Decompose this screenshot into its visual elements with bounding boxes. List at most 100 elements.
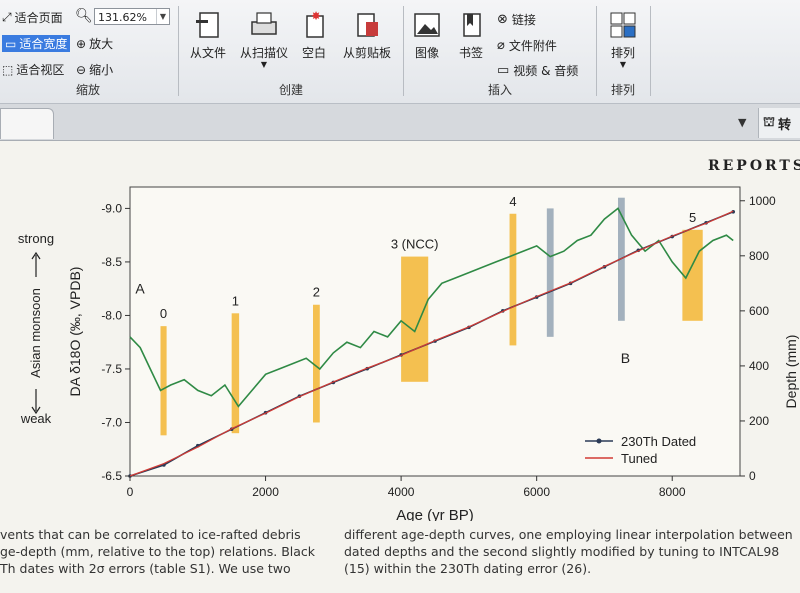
arrange-icon bbox=[610, 12, 636, 38]
caption-line: ge-depth (mm, relative to the top) relat… bbox=[0, 544, 316, 559]
y-left-tick-label: -6.5 bbox=[101, 469, 122, 483]
fit-width-icon: ▭ bbox=[5, 36, 17, 51]
panel-letter-label: A bbox=[135, 280, 145, 296]
file-attachment-button[interactable]: ⌀ 文件附件 bbox=[497, 38, 557, 53]
fit-width-button[interactable]: ▭ 适合宽度 bbox=[2, 35, 71, 52]
y-right-tick-label: 0 bbox=[749, 469, 756, 483]
caption-line: different age-depth curves, one employin… bbox=[344, 527, 793, 542]
x-tick-label: 2000 bbox=[252, 485, 279, 499]
y-right-tick-label: 600 bbox=[749, 304, 769, 318]
y-right-tick-label: 400 bbox=[749, 359, 769, 373]
ribbon-divider bbox=[403, 6, 404, 96]
monsoon-arrowhead-up bbox=[31, 251, 41, 260]
x-tick-label: 0 bbox=[127, 485, 134, 499]
tab-list-dropdown-icon[interactable]: ▼ bbox=[738, 116, 747, 129]
monsoon-figure: 0 2000 4000 6000 8000-6.5-7.0-7.5-8.0-8.5-9.… bbox=[18, 186, 799, 521]
y-right-tick-label: 1000 bbox=[749, 194, 776, 208]
ribbon-divider bbox=[596, 6, 597, 96]
legend-dated-marker bbox=[596, 438, 602, 444]
y-right-tick-label: 200 bbox=[749, 414, 769, 428]
arrange-button[interactable]: 排列 ▼ bbox=[600, 10, 646, 69]
legend-tuned-label: Tuned bbox=[621, 451, 657, 466]
y-right-tick-label: 800 bbox=[749, 249, 769, 263]
event-bar bbox=[401, 256, 429, 382]
y-left-axis-title: DA δ18O (‰, VPDB) bbox=[67, 267, 83, 397]
clipboard-icon bbox=[357, 13, 378, 37]
create-group: 从文件 从扫描仪 ▼ ✸ 空白 从剪贴板 创建 bbox=[180, 2, 402, 100]
event-label: 0 bbox=[160, 306, 167, 321]
bookmark-icon bbox=[463, 13, 481, 37]
chevron-down-icon[interactable]: ▼ bbox=[156, 9, 169, 24]
zoom-level-input[interactable]: 131.62% ▼ bbox=[94, 8, 170, 25]
monsoon-arrowhead-down bbox=[31, 406, 41, 415]
x-tick-label: 4000 bbox=[388, 485, 415, 499]
x-tick-label: 6000 bbox=[523, 485, 550, 499]
zoom-group: ⤢ 适合页面 ▭ 适合宽度 ⬚ 适合视区 🔍︎ 131.62% ▼ ⊕ 放大 ⊖… bbox=[0, 2, 176, 100]
bookmark-button[interactable]: 书签 bbox=[451, 10, 491, 61]
y-left-tick-label: -8.5 bbox=[101, 255, 122, 269]
series-line bbox=[129, 210, 734, 477]
zoom-in-button[interactable]: ⊕ 放大 bbox=[76, 36, 114, 52]
attachment-icon: ⌀ bbox=[497, 38, 505, 53]
fit-page-icon: ⤢ bbox=[2, 10, 12, 24]
from-scanner-button[interactable]: 从扫描仪 ▼ bbox=[234, 10, 294, 69]
monsoon-strong-label: strong bbox=[18, 231, 54, 246]
create-group-label: 创建 bbox=[278, 83, 303, 97]
zoom-out-button[interactable]: ⊖ 缩小 bbox=[76, 62, 114, 78]
event-bar bbox=[509, 213, 517, 346]
event-bar bbox=[546, 208, 554, 337]
document-page: Reports 0 2000 4000 6000 8000 -6.5 -7.0 -7.5 -8.… bbox=[0, 141, 800, 593]
monsoon-weak-label: weak bbox=[20, 411, 52, 426]
fit-page-button[interactable]: ⤢ 适合页面 bbox=[2, 10, 63, 25]
arrange-group-label: 排列 bbox=[610, 83, 635, 97]
fit-region-button[interactable]: ⬚ 适合视区 bbox=[2, 62, 65, 78]
scanner-icon bbox=[251, 12, 277, 35]
event-bar bbox=[231, 313, 240, 434]
link-icon: ⊗ bbox=[497, 12, 508, 27]
event-label: 4 bbox=[509, 194, 516, 209]
event-bar bbox=[682, 229, 703, 321]
caption-line: Th dates with 2σ errors (table S1). We u… bbox=[0, 561, 291, 576]
series-line bbox=[129, 207, 734, 408]
x-axis-title: Age (yr BP) bbox=[396, 507, 474, 521]
arrange-group: 排列 ▼ 排列 bbox=[598, 2, 648, 100]
event-label: 3 (NCC) bbox=[391, 237, 439, 252]
plot-area bbox=[129, 186, 741, 477]
document-tab[interactable] bbox=[0, 108, 54, 139]
caption-right-column: different age-depth curves, one employin… bbox=[344, 526, 800, 577]
tools-icon: ⛫ bbox=[763, 114, 775, 130]
from-file-button[interactable]: 从文件 bbox=[184, 10, 232, 61]
zoom-in-icon: ⊕ bbox=[76, 36, 87, 51]
right-panel-button[interactable]: ⛫ 转 bbox=[758, 108, 800, 138]
document-tab-strip: ▼ bbox=[0, 104, 800, 141]
svg-text:✸: ✸ bbox=[311, 10, 321, 23]
video-icon: ▭ bbox=[497, 63, 510, 78]
fit-region-icon: ⬚ bbox=[2, 62, 14, 77]
from-clipboard-button[interactable]: 从剪贴板 bbox=[334, 10, 400, 61]
zoom-out-icon: ⊖ bbox=[76, 62, 87, 77]
caption-left-column: vents that can be correlated to ice-raft… bbox=[0, 526, 330, 577]
link-button[interactable]: ⊗ 链接 bbox=[497, 12, 536, 27]
ribbon: ⤢ 适合页面 ▭ 适合宽度 ⬚ 适合视区 🔍︎ 131.62% ▼ ⊕ 放大 ⊖… bbox=[0, 0, 800, 104]
y-left-tick-label: -8.0 bbox=[101, 308, 122, 322]
blank-page-button[interactable]: ✸ 空白 bbox=[301, 10, 326, 60]
chevron-down-icon: ▼ bbox=[619, 60, 627, 69]
event-bar bbox=[313, 304, 320, 423]
caption-line: dated depths and the second slightly mod… bbox=[344, 544, 780, 559]
chevron-down-icon: ▼ bbox=[260, 60, 268, 69]
x-tick-label: 8000 bbox=[659, 485, 686, 499]
event-bar bbox=[160, 326, 167, 436]
journal-section-header: Reports bbox=[708, 158, 800, 174]
image-button[interactable]: 图像 bbox=[407, 10, 447, 61]
y-left-tick-label: -9.0 bbox=[101, 201, 122, 215]
y-left-tick-label: -7.0 bbox=[101, 415, 122, 429]
event-label: 2 bbox=[313, 285, 320, 300]
zoom-magnifier-icon: 🔍︎ bbox=[75, 8, 93, 24]
ribbon-divider bbox=[650, 6, 651, 96]
insert-group-label: 插入 bbox=[487, 83, 512, 97]
blank-page-icon: ✸ bbox=[306, 10, 324, 38]
video-audio-button[interactable]: ▭ 视频 & 音频 bbox=[497, 63, 579, 78]
event-label: 5 bbox=[689, 210, 696, 225]
image-icon bbox=[414, 13, 440, 37]
y-left-tick-label: -7.5 bbox=[101, 362, 122, 376]
